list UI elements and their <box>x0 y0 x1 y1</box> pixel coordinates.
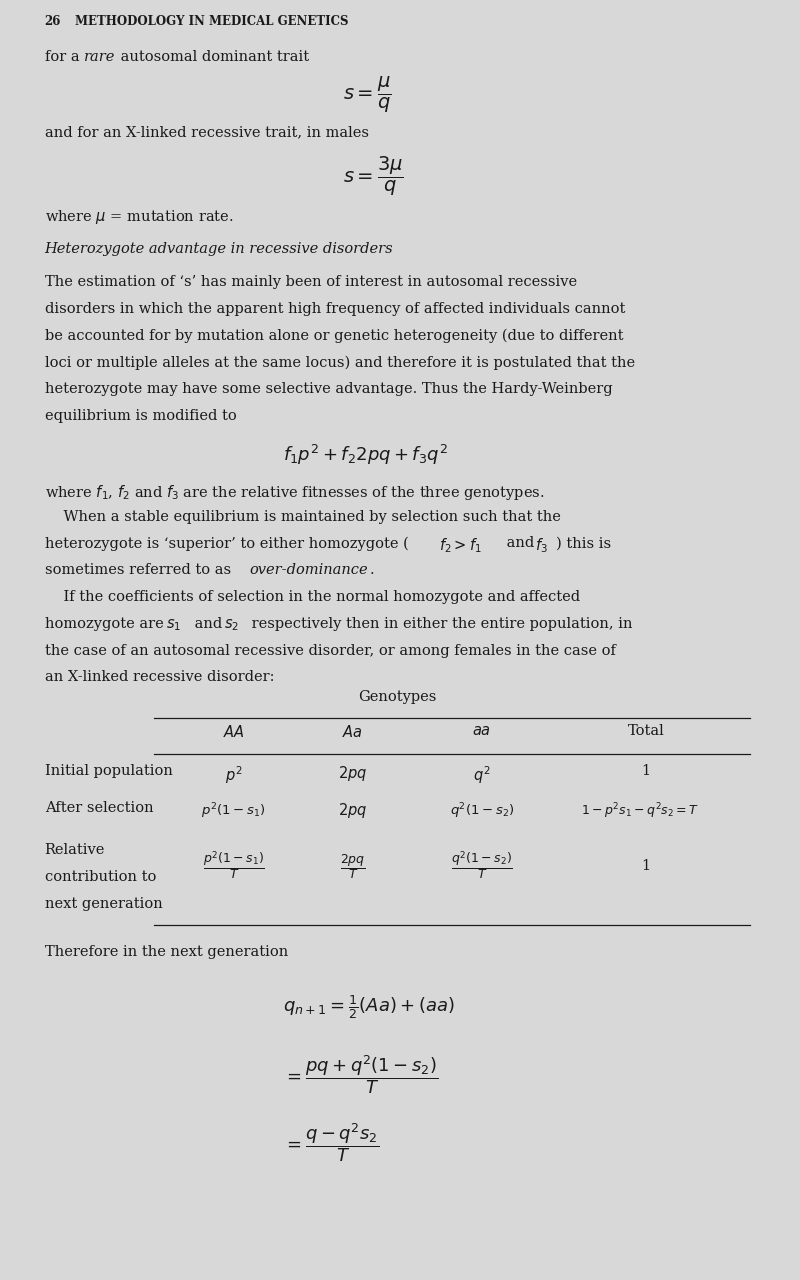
Text: $s = \dfrac{3\mu}{q}$: $s = \dfrac{3\mu}{q}$ <box>343 155 404 198</box>
Text: the case of an autosomal recessive disorder, or among females in the case of: the case of an autosomal recessive disor… <box>45 644 615 658</box>
Text: for a: for a <box>45 50 84 64</box>
Text: $AA$: $AA$ <box>222 724 245 740</box>
Text: and for an X-linked recessive trait, in males: and for an X-linked recessive trait, in … <box>45 125 369 140</box>
Text: 1: 1 <box>642 764 650 778</box>
Text: $2pq$: $2pq$ <box>338 764 367 783</box>
Text: equilibrium is modified to: equilibrium is modified to <box>45 410 237 422</box>
Text: $\dfrac{q^2(1-s_2)}{T}$: $\dfrac{q^2(1-s_2)}{T}$ <box>451 850 513 882</box>
Text: heterozygote may have some selective advantage. Thus the Hardy-Weinberg: heterozygote may have some selective adv… <box>45 383 612 397</box>
Text: $p^2(1-s_1)$: $p^2(1-s_1)$ <box>202 801 266 820</box>
Text: $f_2 > f_1$: $f_2 > f_1$ <box>439 536 482 556</box>
Text: $aa$: $aa$ <box>473 724 491 739</box>
Text: 26: 26 <box>45 15 61 28</box>
Text: $= \dfrac{pq + q^2(1-s_2)}{T}$: $= \dfrac{pq + q^2(1-s_2)}{T}$ <box>283 1053 438 1096</box>
Text: autosomal dominant trait: autosomal dominant trait <box>116 50 309 64</box>
Text: respectively then in either the entire population, in: respectively then in either the entire p… <box>247 617 633 631</box>
Text: Genotypes: Genotypes <box>358 690 437 704</box>
Text: $p^2$: $p^2$ <box>225 764 242 786</box>
Text: $s_1$: $s_1$ <box>166 617 181 632</box>
Text: loci or multiple alleles at the same locus) and therefore it is postulated that : loci or multiple alleles at the same loc… <box>45 356 635 370</box>
Text: homozygote are: homozygote are <box>45 617 168 631</box>
Text: $= \dfrac{q - q^2s_2}{T}$: $= \dfrac{q - q^2s_2}{T}$ <box>283 1121 379 1164</box>
Text: an X-linked recessive disorder:: an X-linked recessive disorder: <box>45 671 274 685</box>
Text: $q^2(1-s_2)$: $q^2(1-s_2)$ <box>450 801 514 820</box>
Text: After selection: After selection <box>45 801 154 815</box>
Text: Initial population: Initial population <box>45 764 173 778</box>
Text: where $\mu$ = mutation rate.: where $\mu$ = mutation rate. <box>45 207 234 227</box>
Text: $f_1p^2 + f_22pq + f_3q^2$: $f_1p^2 + f_22pq + f_3q^2$ <box>283 443 448 467</box>
Text: $\dfrac{p^2(1-s_1)}{T}$: $\dfrac{p^2(1-s_1)}{T}$ <box>202 850 265 882</box>
Text: $q^2$: $q^2$ <box>474 764 490 786</box>
Text: be accounted for by mutation alone or genetic heterogeneity (due to different: be accounted for by mutation alone or ge… <box>45 329 623 343</box>
Text: $1-p^2s_1-q^2s_2=T$: $1-p^2s_1-q^2s_2=T$ <box>582 801 699 820</box>
Text: When a stable equilibrium is maintained by selection such that the: When a stable equilibrium is maintained … <box>45 509 561 524</box>
Text: sometimes referred to as: sometimes referred to as <box>45 563 235 577</box>
Text: and: and <box>502 536 538 550</box>
Text: and: and <box>190 617 226 631</box>
Text: The estimation of ‘s’ has mainly been of interest in autosomal recessive: The estimation of ‘s’ has mainly been of… <box>45 275 577 289</box>
Text: $\dfrac{2pq}{T}$: $\dfrac{2pq}{T}$ <box>340 851 366 881</box>
Text: Total: Total <box>627 724 664 739</box>
Text: $f_3$: $f_3$ <box>534 536 547 556</box>
Text: .: . <box>370 563 374 577</box>
Text: rare: rare <box>84 50 115 64</box>
Text: $s_2$: $s_2$ <box>223 617 238 632</box>
Text: where $f_1$, $f_2$ and $f_3$ are the relative fitnesses of the three genotypes.: where $f_1$, $f_2$ and $f_3$ are the rel… <box>45 483 544 502</box>
Text: next generation: next generation <box>45 897 162 911</box>
Text: $s = \dfrac{\mu}{q}$: $s = \dfrac{\mu}{q}$ <box>343 76 391 115</box>
Text: over-dominance: over-dominance <box>250 563 368 577</box>
Text: Relative: Relative <box>45 844 105 858</box>
Text: heterozygote is ‘superior’ to either homozygote (: heterozygote is ‘superior’ to either hom… <box>45 536 409 550</box>
Text: contribution to: contribution to <box>45 870 156 884</box>
Text: Heterozygote advantage in recessive disorders: Heterozygote advantage in recessive diso… <box>45 242 394 256</box>
Text: ) this is: ) this is <box>557 536 612 550</box>
Text: $Aa$: $Aa$ <box>342 724 363 740</box>
Text: $2pq$: $2pq$ <box>338 801 367 820</box>
Text: 1: 1 <box>642 859 650 873</box>
Text: If the coefficients of selection in the normal homozygote and affected: If the coefficients of selection in the … <box>45 590 580 604</box>
Text: $q_{n+1} = \frac{1}{2}(Aa) + (aa)$: $q_{n+1} = \frac{1}{2}(Aa) + (aa)$ <box>283 993 455 1021</box>
Text: METHODOLOGY IN MEDICAL GENETICS: METHODOLOGY IN MEDICAL GENETICS <box>74 15 348 28</box>
Text: disorders in which the apparent high frequency of affected individuals cannot: disorders in which the apparent high fre… <box>45 302 625 316</box>
Text: Therefore in the next generation: Therefore in the next generation <box>45 945 288 959</box>
